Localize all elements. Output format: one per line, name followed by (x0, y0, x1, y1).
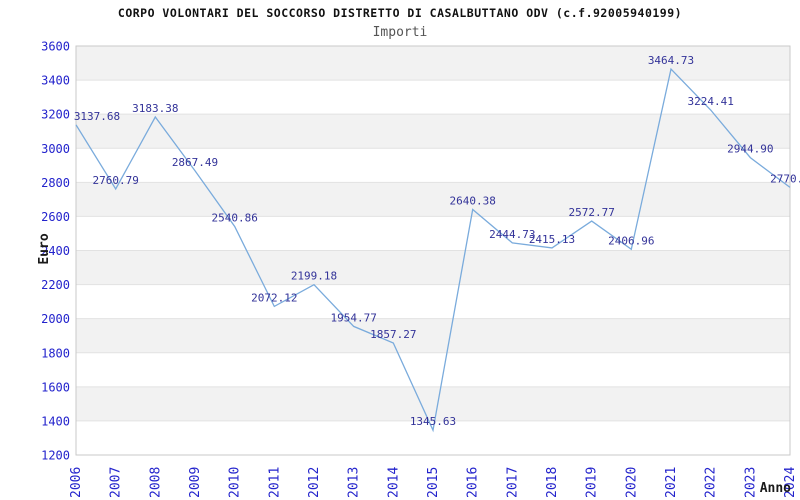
point-label: 2944.90 (727, 143, 773, 156)
y-tick-label: 2000 (41, 312, 70, 326)
point-label: 2072.12 (251, 291, 297, 304)
x-tick-label: 2021 (664, 467, 679, 498)
point-label: 2415.13 (529, 233, 575, 246)
chart-subtitle: Importi (372, 25, 428, 40)
y-tick-label: 1200 (41, 449, 70, 463)
point-label: 2444.73 (489, 228, 535, 241)
y-tick-label: 2200 (41, 278, 70, 292)
point-label: 2760.79 (92, 174, 138, 187)
point-label: 1345.63 (410, 415, 456, 428)
x-tick-label: 2012 (307, 467, 322, 498)
x-tick-label: 2010 (228, 467, 243, 498)
y-tick-label: 1400 (41, 414, 70, 428)
plot-border (75, 45, 791, 456)
point-label: 1857.27 (370, 328, 416, 341)
x-tick-label: 2019 (585, 467, 600, 498)
y-tick-label: 3200 (41, 108, 70, 122)
point-label: 2770.1 (770, 172, 800, 185)
point-label: 3224.41 (687, 95, 733, 108)
x-tick-label: 2017 (505, 467, 520, 498)
point-label: 2867.49 (172, 156, 218, 169)
y-tick-label: 3600 (41, 40, 70, 54)
x-tick-label: 2024 (783, 467, 798, 498)
x-tick-label: 2008 (148, 467, 163, 498)
x-tick-label: 2014 (386, 467, 401, 498)
x-tick-label: 2009 (188, 467, 203, 498)
series-line-importi (75, 67, 791, 433)
y-tick-label: 3000 (41, 142, 70, 156)
point-label: 2540.86 (211, 211, 257, 224)
point-label: 3183.38 (132, 102, 178, 115)
y-tick-label: 2600 (41, 210, 70, 224)
point-label: 3137.68 (74, 110, 120, 123)
x-tick-label: 2006 (69, 467, 84, 498)
chart-title: CORPO VOLONTARI DEL SOCCORSO DISTRETTO D… (117, 6, 683, 20)
y-tick-label: 1800 (41, 346, 70, 360)
plot-band (76, 182, 790, 217)
point-label: 2572.77 (568, 206, 614, 219)
plot-band (76, 386, 790, 421)
point-label: 2406.96 (608, 234, 654, 247)
x-tick-label: 2023 (743, 467, 758, 498)
x-axis-title: Anno (760, 481, 791, 496)
y-tick-label: 1600 (41, 380, 70, 394)
plot-band (76, 250, 790, 285)
y-tick-label: 3400 (41, 74, 70, 88)
y-tick-label: 2800 (41, 176, 70, 190)
y-axis-title: Euro (37, 233, 52, 264)
plot-band (76, 318, 790, 353)
point-label: 2199.18 (291, 270, 337, 283)
plot-band (76, 46, 790, 81)
x-tick-label: 2022 (704, 467, 719, 498)
point-label: 3464.73 (648, 54, 694, 67)
x-tick-label: 2015 (426, 467, 441, 498)
x-tick-label: 2020 (624, 467, 639, 498)
x-tick-label: 2016 (466, 467, 481, 498)
x-tick-label: 2011 (267, 467, 282, 498)
x-tick-label: 2018 (545, 467, 560, 498)
point-label: 2640.38 (449, 195, 495, 208)
x-tick-label: 2013 (347, 467, 362, 498)
point-label: 1954.77 (330, 311, 376, 324)
x-tick-label: 2007 (109, 467, 124, 498)
y-tick-label: 2400 (41, 244, 70, 258)
plot-band (76, 114, 790, 149)
